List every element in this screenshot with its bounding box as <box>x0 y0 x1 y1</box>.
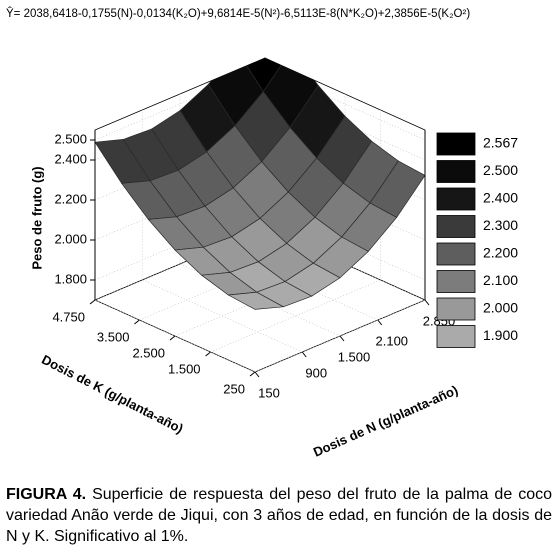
legend-swatch <box>436 215 476 238</box>
x-tick <box>339 335 345 342</box>
legend-label: 2.400 <box>483 190 518 206</box>
y-tick-label: 2.500 <box>132 345 165 360</box>
y-tick-label: 250 <box>223 381 245 396</box>
x-tick-label: 900 <box>305 365 327 380</box>
legend-label: 2.000 <box>483 300 518 316</box>
legend-swatch <box>436 132 476 156</box>
legend-swatch <box>436 187 476 211</box>
legend-label: 1.900 <box>483 327 518 343</box>
x-tick <box>377 319 383 326</box>
z-tick-label: 2.500 <box>54 131 87 146</box>
legend-swatch <box>436 242 476 266</box>
caption-label: FIGURA 4. <box>6 486 87 503</box>
x-tick-label: 150 <box>258 385 280 400</box>
legend-label: 2.100 <box>483 272 518 288</box>
legend-swatch <box>436 270 476 293</box>
x-tick <box>301 351 307 358</box>
z-tick-label: 2.400 <box>54 151 87 166</box>
surface-patch <box>227 291 285 310</box>
z-tick-label: 2.200 <box>54 191 87 206</box>
legend-swatch <box>436 325 476 348</box>
x-tick <box>424 299 430 306</box>
y-tick <box>134 319 140 325</box>
equation: Ŷ= 2038,6418-0,1755(N)-0,0134(K₂O)+9,681… <box>6 7 470 20</box>
x-tick-label: 1.500 <box>338 349 371 364</box>
z-tick-label: 1.800 <box>54 271 87 286</box>
legend-label: 2.300 <box>483 217 518 233</box>
x-tick-label: 2.100 <box>376 333 409 348</box>
caption: FIGURA 4. Superficie de respuesta del pe… <box>6 484 552 547</box>
caption-text: Superficie de respuesta del peso del fru… <box>6 486 552 545</box>
legend-label: 2.500 <box>483 162 518 178</box>
x-tick <box>254 371 260 378</box>
y-tick <box>89 299 96 305</box>
legend-label: 2.200 <box>483 245 518 261</box>
legend-label: 2.567 <box>483 135 518 151</box>
chart: Ŷ= 2038,6418-0,1755(N)-0,0134(K₂O)+9,681… <box>6 7 518 460</box>
x-axis-label: Dosis de N (g/planta-año) <box>311 382 460 459</box>
y-tick <box>205 351 211 357</box>
y-tick <box>249 371 256 377</box>
z-tick-label: 2.000 <box>54 231 87 246</box>
y-tick <box>169 335 176 341</box>
y-tick-label: 4.750 <box>52 309 85 324</box>
legend-swatch <box>436 160 476 183</box>
z-axis-label: Peso de fruto (g) <box>29 166 44 269</box>
y-tick-label: 1.500 <box>168 361 201 376</box>
legend-swatch <box>436 297 476 321</box>
y-axis-label: Dosis de K (g/planta-año) <box>39 352 185 437</box>
y-tick-label: 3.500 <box>97 329 130 344</box>
